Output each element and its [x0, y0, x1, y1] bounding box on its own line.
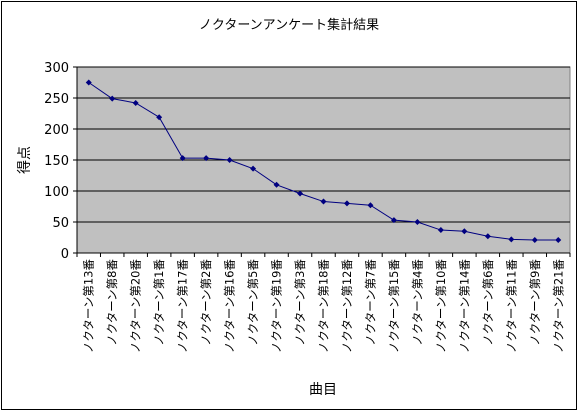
- data-series: [85, 79, 562, 243]
- x-tick-label: ノクターン第7番: [363, 259, 377, 346]
- data-point: [109, 95, 116, 102]
- x-tick-label: ノクターン第9番: [528, 259, 542, 346]
- chart-title: ノクターンアンケート集計結果: [199, 17, 379, 33]
- data-point: [132, 99, 139, 106]
- data-point: [555, 236, 562, 243]
- data-point: [226, 157, 233, 163]
- x-axis-ticks: ノクターン第13番 ノクターン第8番 ノクターン第20番 ノクターン第1番 ノクターン第…: [76, 253, 571, 354]
- y-axis-ticks: 0 50 100 150 200 250 300: [44, 61, 77, 262]
- data-point: [461, 228, 468, 235]
- data-point: [484, 233, 491, 240]
- y-tick-label: 250: [44, 92, 69, 107]
- x-tick-label: ノクターン第12番: [340, 259, 354, 354]
- x-tick-label: ノクターン第15番: [387, 259, 401, 354]
- x-tick-label: ノクターン第2番: [199, 259, 213, 346]
- data-point: [156, 114, 163, 121]
- x-tick-label: ノクターン第16番: [223, 259, 237, 354]
- x-tick-label: ノクターン第1番: [152, 259, 166, 346]
- y-axis-label: 得点: [16, 146, 33, 174]
- x-tick-label: ノクターン第11番: [504, 259, 518, 354]
- data-point: [390, 217, 397, 224]
- x-tick-label: ノクターン第18番: [317, 259, 331, 354]
- x-tick-label: ノクターン第8番: [105, 259, 119, 346]
- x-tick-label: ノクターン第5番: [246, 259, 260, 346]
- x-tick-label: ノクターン第4番: [410, 259, 424, 346]
- data-point: [531, 236, 538, 243]
- data-point: [179, 155, 186, 162]
- line-chart: ノクターンアンケート集計結果 0 50 100 150 200 250 300 ノクターン第…: [16, 17, 571, 398]
- y-tick-label: 0: [61, 247, 69, 262]
- data-point: [250, 165, 257, 172]
- x-tick-label: ノクターン第6番: [481, 259, 495, 346]
- data-point: [343, 200, 350, 207]
- x-tick-label: ノクターン第20番: [129, 259, 143, 354]
- x-tick-label: ノクターン第3番: [293, 259, 307, 346]
- y-tick-label: 300: [44, 61, 69, 76]
- data-point: [320, 198, 327, 205]
- y-tick-label: 100: [44, 185, 69, 200]
- x-tick-label: ノクターン第17番: [176, 259, 190, 354]
- data-point: [85, 79, 92, 86]
- x-tick-label: ノクターン第13番: [82, 259, 96, 354]
- y-tick-label: 150: [44, 154, 69, 169]
- chart-frame: ノクターンアンケート集計結果 0 50 100 150 200 250 300 ノクターン第…: [1, 1, 577, 410]
- y-tick-label: 50: [52, 216, 69, 231]
- data-point: [297, 190, 304, 197]
- data-point: [508, 236, 515, 243]
- x-tick-label: ノクターン第14番: [457, 259, 471, 354]
- data-point: [273, 181, 280, 188]
- y-tick-label: 200: [44, 123, 69, 138]
- data-point: [414, 219, 421, 225]
- data-point: [367, 202, 374, 209]
- data-point: [437, 227, 444, 234]
- x-tick-label: ノクターン第10番: [434, 259, 448, 354]
- x-tick-label: ノクターン第19番: [270, 259, 284, 354]
- x-axis-label: 曲目: [309, 382, 337, 398]
- x-tick-label: ノクターン第21番: [551, 259, 565, 354]
- data-point: [203, 155, 210, 162]
